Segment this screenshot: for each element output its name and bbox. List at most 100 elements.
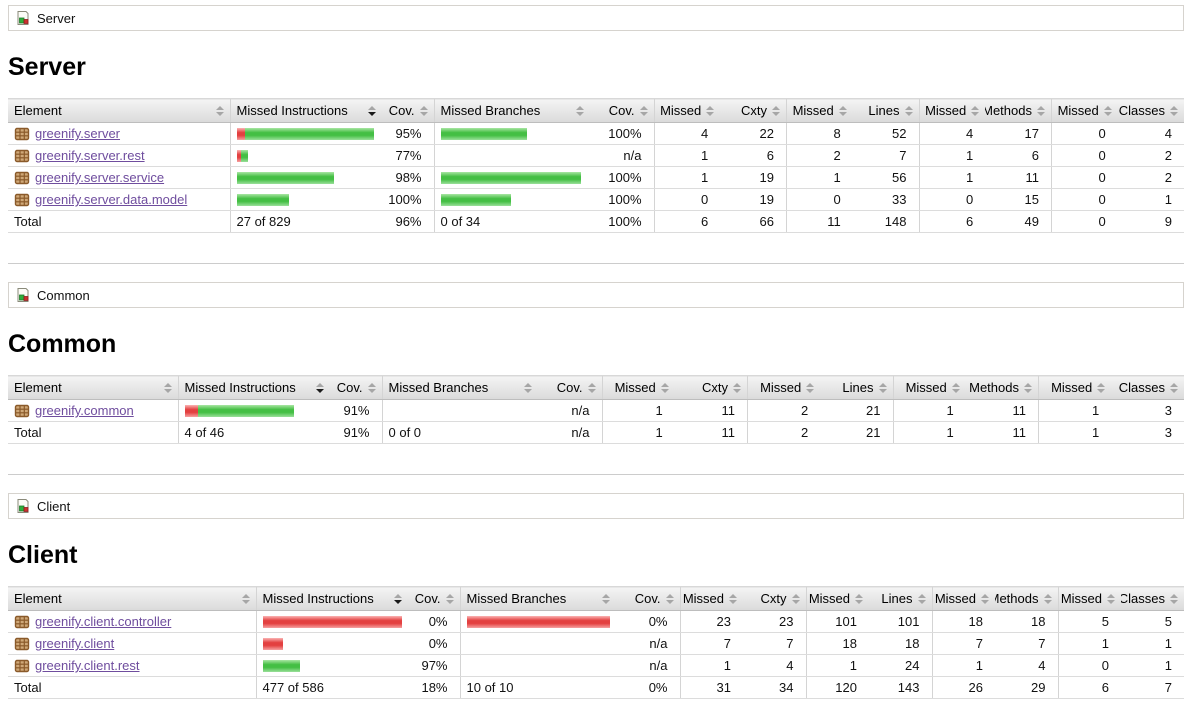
metric-value: 1 bbox=[653, 144, 721, 167]
column-header-cxty[interactable]: Cxty bbox=[681, 380, 741, 395]
column-header-branches-coverage[interactable]: Cov. bbox=[622, 591, 674, 606]
metric-value: 4 bbox=[743, 654, 806, 677]
column-header-classes[interactable]: Classes bbox=[1117, 380, 1178, 395]
column-header-element[interactable]: Element bbox=[14, 591, 250, 606]
column-header-missed-methods[interactable]: Missed bbox=[900, 380, 960, 395]
page-title: Common bbox=[8, 330, 117, 358]
package-link[interactable]: greenify.client.rest bbox=[35, 658, 140, 673]
metric-value: 23 bbox=[743, 610, 806, 633]
column-header-missed-branches[interactable]: Missed Branches bbox=[389, 380, 532, 395]
column-header-missed-lines[interactable]: Missed bbox=[754, 380, 815, 395]
column-header-missed-lines[interactable]: Missed bbox=[793, 103, 847, 118]
bar-covered-segment bbox=[197, 404, 294, 417]
table-row: greenify.common 91% n/a 1 11 2 21 1 11 1 3 bbox=[8, 399, 1184, 422]
metric-value: 0 bbox=[918, 188, 986, 211]
package-link[interactable]: greenify.common bbox=[35, 403, 134, 418]
branches-coverage-bar bbox=[440, 193, 585, 206]
column-header-label: Missed Instructions bbox=[184, 380, 296, 395]
sort-arrows-icon bbox=[576, 105, 584, 116]
metric-value: 1 bbox=[892, 421, 966, 444]
package-link[interactable]: greenify.server.data.model bbox=[35, 192, 188, 207]
metric-value: 6 bbox=[720, 144, 787, 167]
total-branches: 10 of 10 bbox=[459, 676, 616, 699]
column-header-branches-coverage[interactable]: Cov. bbox=[596, 103, 648, 118]
column-header-methods[interactable]: Methods bbox=[985, 103, 1045, 118]
column-header-missed-methods[interactable]: Missed bbox=[925, 103, 980, 118]
column-header-classes[interactable]: Classes bbox=[1119, 103, 1178, 118]
breadcrumb-label: Client bbox=[37, 498, 71, 514]
metric-value: n/a bbox=[616, 632, 680, 655]
column-header-instructions-coverage[interactable]: Cov. bbox=[388, 103, 428, 118]
column-header-missed-instructions[interactable]: Missed Instructions bbox=[237, 103, 376, 118]
metric-value: 7 bbox=[852, 144, 919, 167]
package-link[interactable]: greenify.server bbox=[35, 126, 121, 141]
column-header-element[interactable]: Element bbox=[14, 380, 172, 395]
column-header-label: Cov. bbox=[336, 380, 363, 395]
package-link[interactable]: greenify.client.controller bbox=[35, 614, 172, 629]
metric-value: 148 bbox=[852, 210, 919, 233]
column-header-missed-branches[interactable]: Missed Branches bbox=[466, 591, 610, 606]
column-header-methods[interactable]: Methods bbox=[995, 591, 1052, 606]
column-header-label: Cov. bbox=[556, 380, 583, 395]
column-header-cxty[interactable]: Cxty bbox=[726, 103, 780, 118]
metric-value: 11 bbox=[965, 421, 1039, 444]
metric-value: 7 bbox=[931, 632, 995, 655]
column-header-label: Missed bbox=[905, 380, 947, 395]
column-header-label: Missed bbox=[1060, 591, 1102, 606]
metric-value: 0 bbox=[1057, 654, 1121, 677]
column-header-label: Missed bbox=[682, 591, 724, 606]
column-header-missed-classes[interactable]: Missed bbox=[1045, 380, 1106, 395]
column-header-classes[interactable]: Classes bbox=[1121, 591, 1178, 606]
coverage-group-icon bbox=[15, 287, 31, 303]
branches-coverage-bar bbox=[389, 405, 533, 417]
column-header-missed-cxty[interactable]: Missed bbox=[683, 591, 737, 606]
column-header-missed-instructions[interactable]: Missed Instructions bbox=[263, 591, 402, 606]
sort-arrows-icon bbox=[706, 105, 715, 116]
metric-value: 0 bbox=[1050, 144, 1118, 167]
column-header-lines[interactable]: Lines bbox=[859, 103, 913, 118]
package-link[interactable]: greenify.server.rest bbox=[35, 148, 145, 163]
header-row: Element Missed Instructions Cov. Missed Bra… bbox=[8, 98, 1184, 123]
metric-value: 6 bbox=[1057, 676, 1121, 699]
metric-value: 34 bbox=[743, 676, 806, 699]
column-header-label: Lines bbox=[868, 103, 900, 118]
sort-arrows-icon bbox=[1170, 593, 1178, 604]
column-header-missed-cxty[interactable]: Missed bbox=[609, 380, 669, 395]
metric-value: 1 bbox=[918, 144, 986, 167]
sort-arrows-icon bbox=[639, 105, 648, 116]
metric-value: 23 bbox=[679, 610, 743, 633]
table-row: greenify.server.data.model 100% 100% 0 19 0 33… bbox=[8, 188, 1184, 211]
table-row: greenify.server.service 98% 100% 1 19 1 56 1 11 0… bbox=[8, 166, 1184, 189]
column-header-lines[interactable]: Lines bbox=[875, 591, 926, 606]
column-header-missed-instructions[interactable]: Missed Instructions bbox=[184, 380, 324, 395]
coverage-table: Element Missed Instructions Cov. Missed Bra… bbox=[8, 586, 1184, 699]
column-header-label: Lines bbox=[881, 591, 913, 606]
package-link[interactable]: greenify.client bbox=[35, 636, 115, 651]
column-header-branches-coverage[interactable]: Cov. bbox=[544, 380, 596, 395]
sort-arrows-icon bbox=[524, 382, 532, 393]
column-header-missed-classes[interactable]: Missed bbox=[1061, 591, 1115, 606]
column-header-element[interactable]: Element bbox=[14, 103, 224, 118]
sort-arrows-icon bbox=[316, 382, 324, 393]
package-link[interactable]: greenify.server.service bbox=[35, 170, 165, 185]
column-header-missed-branches[interactable]: Missed Branches bbox=[441, 103, 584, 118]
total-row: Total 4 of 46 91% 0 of 0 n/a 1 11 2 21 1 11 1 3 bbox=[8, 421, 1184, 444]
column-header-missed-classes[interactable]: Missed bbox=[1058, 103, 1112, 118]
sort-arrows-icon bbox=[917, 593, 926, 604]
column-header-missed-methods[interactable]: Missed bbox=[935, 591, 989, 606]
column-header-label: Missed bbox=[660, 103, 702, 118]
column-header-methods[interactable]: Methods bbox=[969, 380, 1032, 395]
column-header-label: Missed Branches bbox=[466, 591, 567, 606]
column-header-lines[interactable]: Lines bbox=[826, 380, 887, 395]
breadcrumb: Client bbox=[8, 493, 1184, 519]
column-header-instructions-coverage[interactable]: Cov. bbox=[336, 380, 376, 395]
column-header-cxty[interactable]: Cxty bbox=[749, 591, 800, 606]
metric-value: 7 bbox=[743, 632, 806, 655]
column-header-missed-lines[interactable]: Missed bbox=[809, 591, 863, 606]
column-header-missed-cxty[interactable]: Missed bbox=[660, 103, 715, 118]
metric-value: 0 bbox=[1050, 122, 1118, 145]
sort-arrows-icon bbox=[1024, 382, 1032, 393]
sort-arrows-icon bbox=[602, 593, 610, 604]
section-divider bbox=[8, 263, 1184, 264]
column-header-instructions-coverage[interactable]: Cov. bbox=[414, 591, 454, 606]
